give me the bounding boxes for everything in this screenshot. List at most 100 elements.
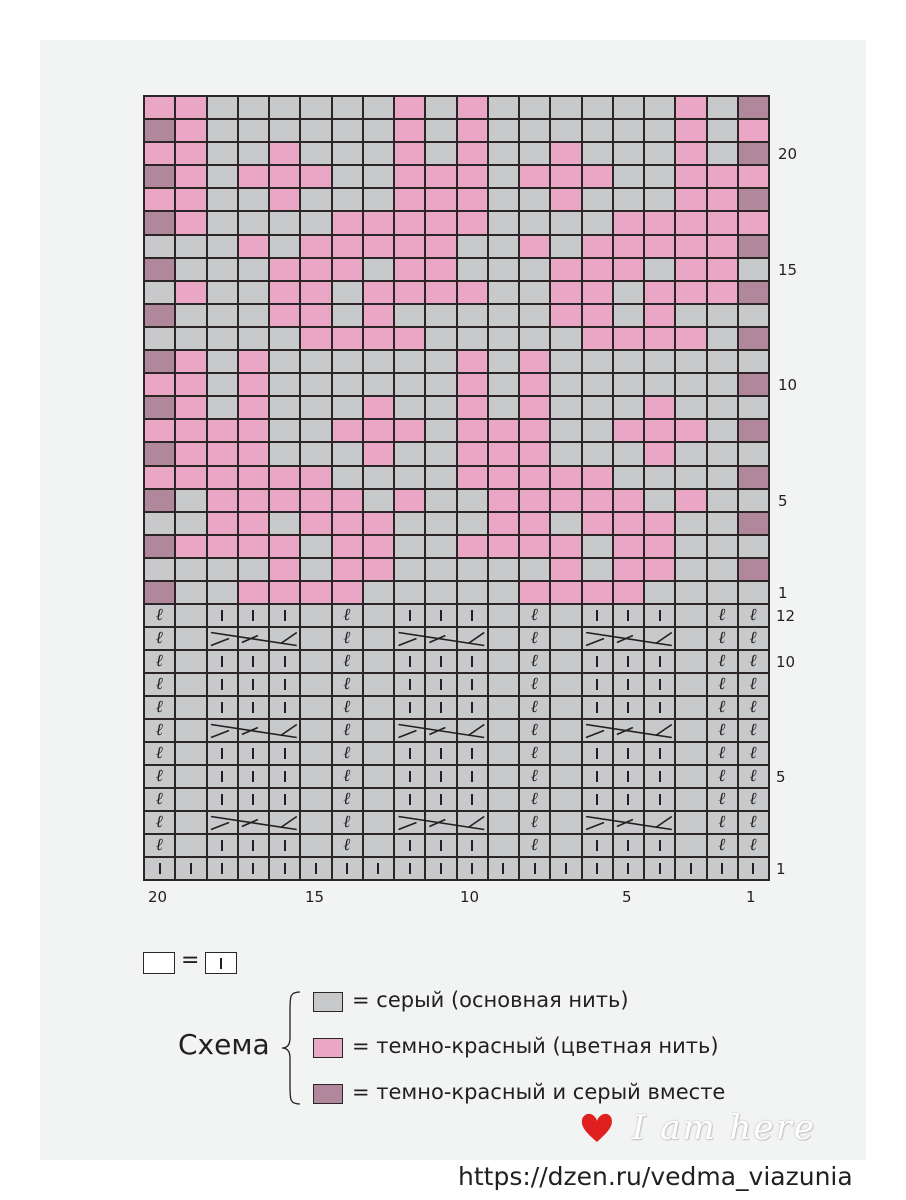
chart-cell: [425, 96, 457, 120]
chart-cell: [737, 511, 769, 535]
chart-cell: [675, 303, 707, 327]
source-url[interactable]: https://dzen.ru/vedma_viazunia: [458, 1162, 853, 1191]
knit-stitch-icon: [425, 604, 457, 627]
chart-cell: [206, 257, 238, 281]
chart-cell: [550, 303, 582, 327]
blank-stitch-cell: [550, 627, 582, 650]
knit-stitch-icon: [394, 857, 426, 880]
knit-stitch-icon: [612, 742, 644, 765]
chart-cell: [144, 119, 176, 143]
chart-cell: [675, 326, 707, 351]
chart-cell: [737, 442, 769, 466]
chart-cell: [175, 280, 207, 304]
blank-stitch-cell: [175, 696, 207, 719]
chart-cell: [612, 326, 644, 351]
chart-cell: [519, 580, 551, 605]
chart-cell: [269, 142, 301, 166]
chart-cell: [331, 442, 363, 466]
chart-cell: [331, 234, 363, 258]
chart-cell: [737, 326, 769, 351]
chart-cell: [706, 557, 738, 581]
chart-cell: [644, 211, 676, 235]
knit-stitch-icon: [456, 788, 488, 811]
chart-cell: [456, 580, 488, 605]
cable-cross-cell: [394, 719, 426, 742]
knit-stitch-icon: [425, 834, 457, 857]
chart-cell: [550, 373, 582, 397]
chart-cell: [362, 303, 394, 327]
cable-cross-cell: [425, 811, 457, 834]
blank-stitch-cell: [675, 788, 707, 811]
chart-cell: [737, 96, 769, 120]
chart-cell: [737, 465, 769, 489]
chart-cell: [237, 303, 269, 327]
blank-stitch-cell: [550, 742, 582, 765]
chart-cell: [362, 488, 394, 512]
chart-cell: [175, 350, 207, 374]
twisted-stitch-icon: ℓ: [144, 673, 176, 696]
knit-stitch-icon: [394, 834, 426, 857]
chart-cell: [519, 280, 551, 304]
chart-cell: [581, 511, 613, 535]
legend-swatch-gray: [313, 992, 343, 1012]
blank-stitch-cell: [175, 742, 207, 765]
blank-stitch-cell: [487, 742, 519, 765]
blank-stitch-cell: [300, 673, 332, 696]
blank-stitch-cell: [300, 811, 332, 834]
chart-cell: [456, 119, 488, 143]
blank-stitch-cell: [175, 604, 207, 627]
chart-cell: [362, 96, 394, 120]
chart-cell: [612, 188, 644, 212]
chart-cell: [300, 465, 332, 489]
knit-stitch-icon: [269, 742, 301, 765]
chart-cell: [237, 350, 269, 374]
chart-cell: [362, 580, 394, 605]
knit-stitch-icon: [331, 857, 363, 880]
chart-cell: [269, 396, 301, 420]
chart-cell: [394, 303, 426, 327]
row-number-label: 1: [776, 860, 786, 878]
knit-stitch-icon: [394, 788, 426, 811]
chart-cell: [675, 234, 707, 258]
chart-cell: [706, 188, 738, 212]
color-chart-grid: [143, 95, 770, 606]
chart-cell: [394, 257, 426, 281]
blank-stitch-cell: [362, 719, 394, 742]
chart-cell: [581, 211, 613, 235]
chart-cell: [487, 303, 519, 327]
twisted-stitch-icon: ℓ: [331, 742, 363, 765]
blank-stitch-cell: [362, 696, 394, 719]
knit-stitch-icon: [394, 673, 426, 696]
chart-cell: [519, 211, 551, 235]
chart-cell: [300, 326, 332, 351]
chart-cell: [675, 211, 707, 235]
chart-cell: [269, 488, 301, 512]
chart-cell: [269, 165, 301, 189]
twisted-stitch-icon: ℓ: [737, 696, 769, 719]
twisted-stitch-icon: ℓ: [331, 604, 363, 627]
chart-cell: [331, 396, 363, 420]
chart-cell: [706, 350, 738, 374]
knit-stitch-icon: [581, 742, 613, 765]
twisted-stitch-icon: ℓ: [144, 719, 176, 742]
blank-stitch-cell: [550, 650, 582, 673]
chart-cell: [237, 280, 269, 304]
chart-cell: [331, 211, 363, 235]
blank-stitch-cell: [175, 834, 207, 857]
chart-cell: [394, 119, 426, 143]
knit-stitch-icon: [425, 696, 457, 719]
chart-cell: [144, 511, 176, 535]
knit-stitch-icon: [206, 650, 238, 673]
chart-cell: [612, 534, 644, 558]
chart-cell: [706, 257, 738, 281]
chart-cell: [237, 211, 269, 235]
legend-swatch-mauve: [313, 1084, 343, 1104]
chart-cell: [206, 396, 238, 420]
chart-cell: [706, 303, 738, 327]
blank-stitch-cell: [550, 811, 582, 834]
chart-cell: [300, 580, 332, 605]
chart-cell: [362, 119, 394, 143]
chart-cell: [331, 257, 363, 281]
twisted-stitch-icon: ℓ: [519, 627, 551, 650]
chart-cell: [456, 396, 488, 420]
